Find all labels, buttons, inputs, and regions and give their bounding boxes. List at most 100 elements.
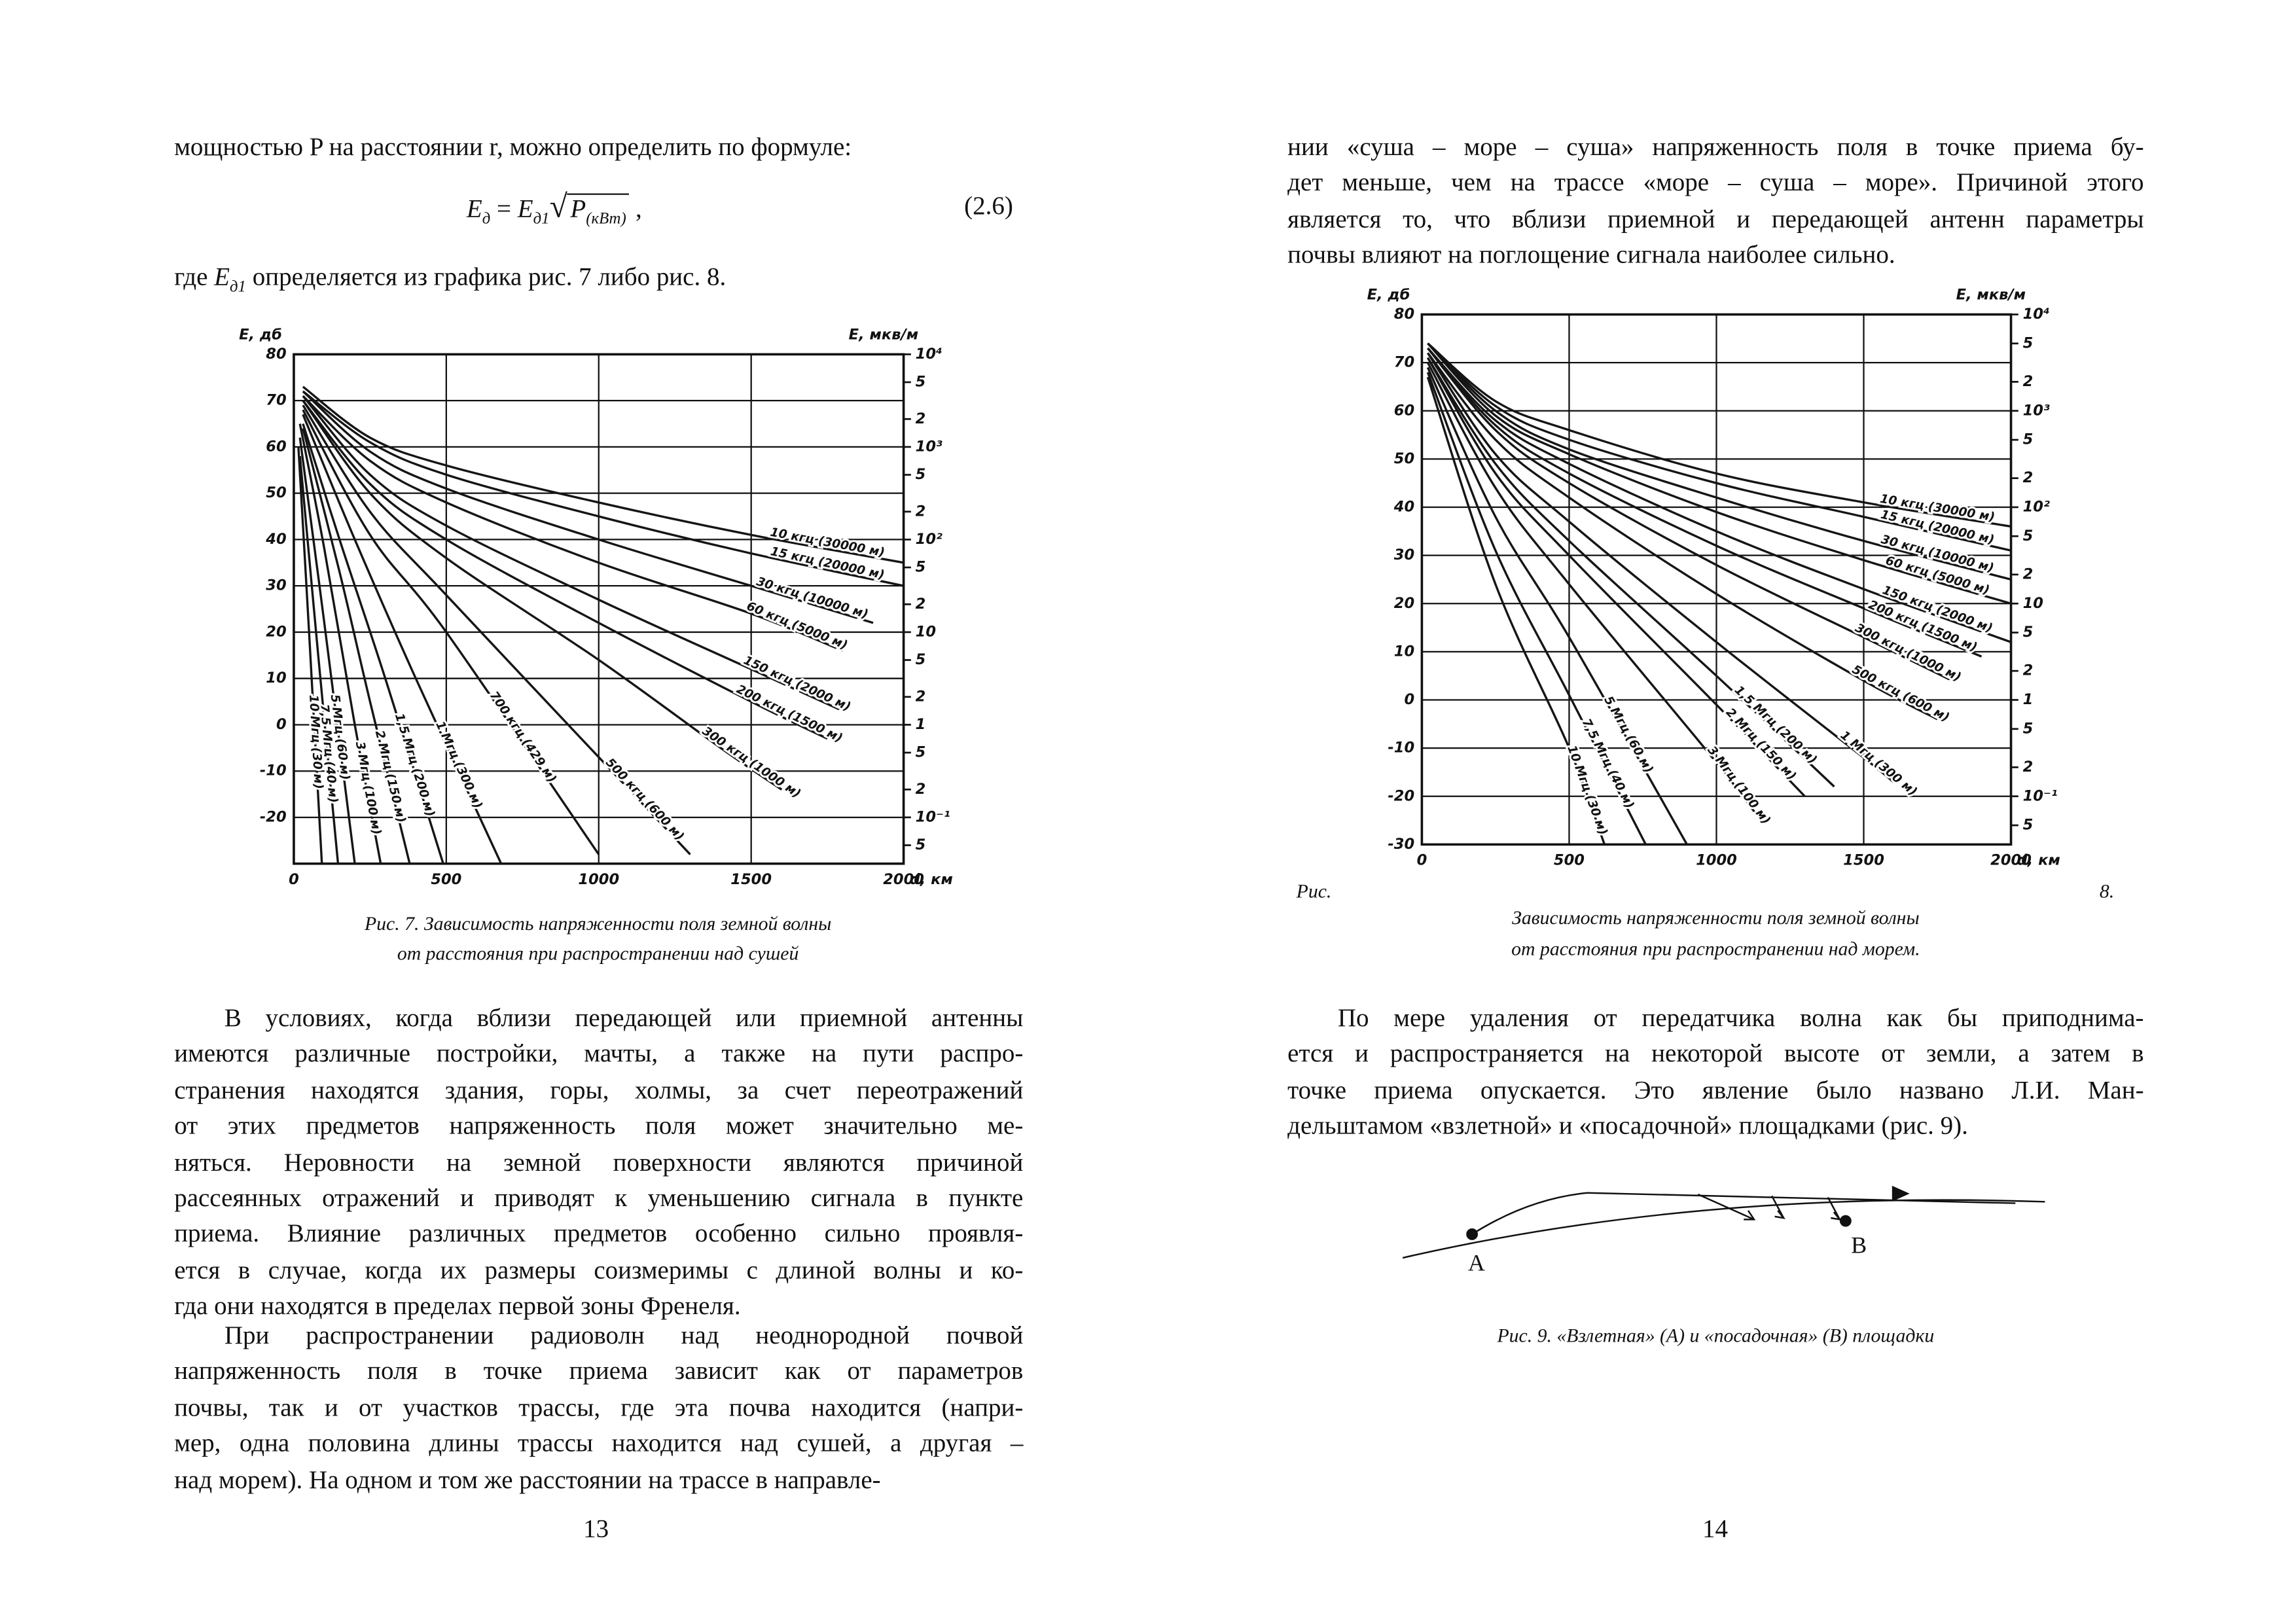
y-tick-label: -20 <box>260 808 287 825</box>
figure-number: 8. <box>2099 880 2115 902</box>
subscript: д1 <box>533 210 550 228</box>
arrow-head <box>1892 1185 1910 1202</box>
radical: √ <box>549 187 567 224</box>
y2-tick-label: 5 <box>916 559 926 576</box>
down-arrow <box>1827 1196 1842 1221</box>
y-tick-label: 10 <box>1394 643 1414 660</box>
y2-tick-label: 10² <box>916 531 942 548</box>
text-line: При распространении радиоволн над неодно… <box>224 1321 1024 1349</box>
y-tick-label: 60 <box>1394 402 1414 419</box>
figure-label: Рис. <box>1296 880 1332 902</box>
curve-label: 500 кгц (600 м) <box>603 756 687 844</box>
y-tick-label: 50 <box>266 484 286 501</box>
y2-tick-label: 5 <box>2023 817 2034 834</box>
y2-tick-label: 5 <box>916 744 926 761</box>
where-line: где Eд1 определяется из графика рис. 7 л… <box>174 260 726 306</box>
page-number: 14 <box>1702 1514 1729 1543</box>
y2-tick-label: 10⁻¹ <box>2023 787 2058 804</box>
text-line: По мере удаления от передатчика волна ка… <box>1337 1004 2144 1032</box>
y-tick-label: -10 <box>1388 740 1414 757</box>
y2-tick-label: 2 <box>916 410 926 427</box>
y2-tick-label: 2 <box>2023 373 2034 390</box>
y-tick-label: 30 <box>1394 546 1414 563</box>
point-b-label: В <box>1851 1232 1867 1258</box>
operator: = <box>497 194 512 223</box>
y2-tick-label: 2 <box>916 503 926 520</box>
x-tick-label: 2000 <box>1990 852 2032 869</box>
y2-tick-label: 10² <box>2023 499 2050 516</box>
curve <box>302 423 444 865</box>
x-tick-label: 1500 <box>1843 852 1884 869</box>
chart: 80 70 60 50 40 30 20 10 0 -10 -20 0 500 1000 1500 2000 1… <box>239 327 953 888</box>
y2-tick-label: 10³ <box>916 438 942 455</box>
intro-line: мощностью P на расстоянии r, можно опред… <box>174 133 852 161</box>
curve <box>298 423 382 865</box>
text-line: напряженность поля в точке приема зависи… <box>174 1357 1024 1385</box>
y2-tick-label: 5 <box>916 836 926 853</box>
curve <box>298 455 340 864</box>
symbol: E <box>466 194 482 223</box>
text-line: над морем). На одном и том же расстоянии… <box>174 1465 881 1494</box>
curve <box>302 385 904 564</box>
y2-axis-title: E, мкв/м <box>1956 287 2026 304</box>
text-line: почвы, так и от участков трассы, где эта… <box>174 1393 1024 1421</box>
text-line: В условиях, когда вблизи передающей или … <box>224 1004 1024 1032</box>
curve <box>302 400 783 791</box>
text-line: странения находятся здания, горы, холмы,… <box>174 1076 1024 1104</box>
x-tick-label: 1000 <box>578 871 619 888</box>
text-line: няться. Неровности на земной поверхности… <box>174 1148 1024 1177</box>
curve <box>302 400 828 740</box>
text-line: имеются различные постройки, мачты, а та… <box>174 1040 1024 1068</box>
radicand: P(кВт) <box>567 193 630 228</box>
text: где <box>174 262 208 291</box>
wave-path <box>1471 1192 2016 1235</box>
y2-tick-label: 10 <box>916 623 936 640</box>
text-line: является то, что вблизи приемной и перед… <box>1287 205 2144 233</box>
y2-tick-label: 10⁴ <box>916 346 942 363</box>
curve <box>1427 342 2012 605</box>
subscript: д <box>482 210 491 228</box>
text-line: почвы влияют на поглощение сигнала наибо… <box>1287 241 1895 269</box>
y2-tick-label: 5 <box>916 651 926 668</box>
curve <box>1427 347 1982 658</box>
text-line: дет меньше, чем на трассе «море – суша –… <box>1287 169 2144 197</box>
y2-tick-label: 1 <box>2023 691 2034 708</box>
x-tick-label: 500 <box>431 871 461 888</box>
y2-tick-label: 1 <box>916 716 926 733</box>
curve-label: 1 Мгц (300 м) <box>433 719 485 811</box>
x-tick-label: 500 <box>1554 852 1585 869</box>
punctuation: , <box>636 194 642 223</box>
y-tick-label: -20 <box>1388 787 1414 804</box>
y2-tick-label: 2 <box>916 688 926 705</box>
curve <box>298 437 356 864</box>
y-tick-label: 50 <box>1394 450 1414 467</box>
y-tick-label: 70 <box>266 392 286 409</box>
curve <box>1427 357 1835 788</box>
y2-tick-label: 2 <box>916 596 926 613</box>
y-tick-label: 30 <box>266 577 286 594</box>
y2-tick-label: 10⁻¹ <box>916 808 950 825</box>
ground-arc <box>1402 1199 2045 1259</box>
curve <box>1426 357 1806 797</box>
formula: Eд = Eд1√ P(кВт) , <box>466 187 642 237</box>
y2-tick-label: 5 <box>2023 527 2034 544</box>
down-arrow <box>1697 1193 1756 1221</box>
figure-caption-line: от расстояния при распространении над су… <box>397 942 799 965</box>
text-line: приема. Влияние различных предметов особ… <box>174 1220 1024 1249</box>
curve <box>302 395 844 712</box>
curve <box>1426 362 1762 821</box>
y2-tick-label: 10 <box>2023 595 2043 612</box>
curve <box>1426 366 1688 846</box>
x-axis-title: d, км <box>910 871 953 888</box>
y2-tick-label: 5 <box>2023 720 2034 737</box>
curve <box>302 414 503 865</box>
curve <box>1427 352 1894 783</box>
text-line: рассеянных отражений и приводят к уменьш… <box>174 1184 1024 1213</box>
equation-number: (2.6) <box>964 192 1013 221</box>
y2-tick-label: 10⁴ <box>2023 306 2050 323</box>
text-line: дельштамом «взлетной» и «посадочной» пло… <box>1287 1112 1968 1140</box>
x-tick-label: 0 <box>1417 852 1427 869</box>
